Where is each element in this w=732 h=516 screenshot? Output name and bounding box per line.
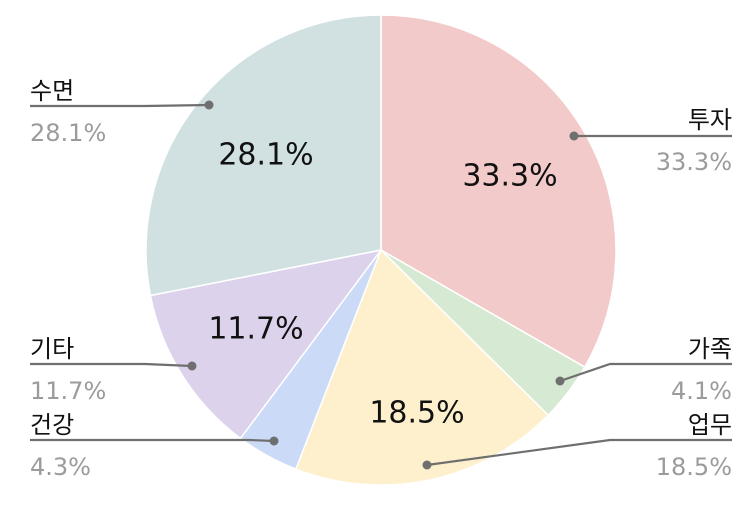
outer-category-label-2: 업무 bbox=[688, 411, 732, 439]
outer-category-label-3: 건강 bbox=[30, 411, 74, 439]
leader-line-5 bbox=[30, 103, 210, 108]
outer-percent-label-1: 4.1% bbox=[671, 377, 732, 405]
pie-slice-0 bbox=[380, 14, 617, 369]
leader-dot-2 bbox=[422, 460, 432, 470]
outer-percent-label-2: 18.5% bbox=[656, 453, 732, 481]
outer-percent-label-5: 28.1% bbox=[30, 119, 106, 147]
outer-category-label-5: 수면 bbox=[30, 77, 74, 105]
leader-line-2 bbox=[426, 438, 732, 467]
leader-line-3 bbox=[30, 438, 275, 443]
leader-dot-4 bbox=[187, 361, 197, 371]
outer-percent-label-3: 4.3% bbox=[30, 453, 91, 481]
leader-dot-1 bbox=[555, 376, 565, 386]
inner-percent-label-4: 11.7% bbox=[208, 312, 303, 347]
leader-dot-0 bbox=[569, 131, 579, 141]
outer-label-layer: 투자 33.3% 가족 4.1% 업무 18.5% 건강 4.3% 기타 11.7% 수면 28.1% bbox=[30, 77, 732, 481]
inner-label-layer: 33.3% 18.5% 11.7% 28.1% bbox=[208, 138, 557, 431]
pie-slice-5 bbox=[145, 14, 382, 297]
outer-category-label-1: 가족 bbox=[688, 335, 732, 363]
outer-percent-label-4: 11.7% bbox=[30, 377, 106, 405]
outer-category-label-0: 투자 bbox=[688, 106, 732, 134]
outer-category-label-4: 기타 bbox=[30, 335, 74, 363]
leader-layer bbox=[30, 100, 732, 470]
leader-line-4 bbox=[30, 362, 193, 368]
slices-layer bbox=[145, 14, 617, 486]
inner-percent-label-2: 18.5% bbox=[369, 396, 464, 431]
leader-dot-3 bbox=[269, 436, 279, 446]
leader-line-1 bbox=[559, 362, 732, 383]
outer-percent-label-0: 33.3% bbox=[656, 148, 732, 176]
leader-dot-5 bbox=[204, 100, 214, 110]
pie-slice-4 bbox=[149, 248, 383, 440]
inner-percent-label-0: 33.3% bbox=[462, 159, 557, 194]
inner-percent-label-5: 28.1% bbox=[218, 138, 313, 173]
